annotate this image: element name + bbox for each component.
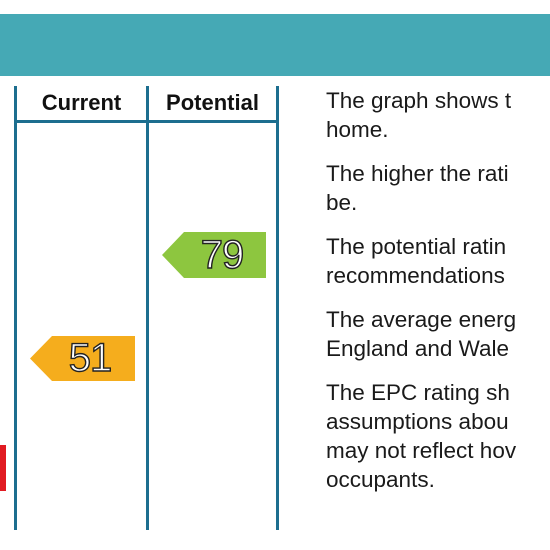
description-paragraph: The potential ratin recommendations: [326, 232, 550, 290]
potential-rating-arrow: 79: [162, 232, 266, 278]
description-line: occupants.: [326, 467, 435, 492]
description-line: may not reflect hov: [326, 438, 517, 463]
description-text: The graph shows t home. The higher the r…: [326, 86, 550, 509]
table-divider-right: [276, 86, 279, 530]
description-line: assumptions abou: [326, 409, 509, 434]
column-header-potential: Potential: [166, 90, 259, 115]
table-divider-middle: [146, 86, 149, 530]
header-bar: [0, 14, 550, 76]
table-divider-left: [14, 86, 17, 530]
description-line: The potential ratin: [326, 234, 507, 259]
description-paragraph: The EPC rating sh assumptions abou may n…: [326, 378, 550, 494]
column-header-current: Current: [41, 90, 122, 115]
description-paragraph: The average energ England and Wale: [326, 305, 550, 363]
table-header-rule: [14, 120, 279, 123]
rating-table: Current Potential: [0, 86, 290, 536]
potential-rating-arrow-shape: [162, 232, 266, 278]
description-line: recommendations: [326, 263, 505, 288]
description-line: The graph shows t: [326, 88, 512, 113]
description-line: home.: [326, 117, 389, 142]
description-paragraph: The graph shows t home.: [326, 86, 550, 144]
description-line: The average energ: [326, 307, 517, 332]
description-line: be.: [326, 190, 358, 215]
description-paragraph: The higher the rati be.: [326, 159, 550, 217]
potential-rating-value: 79: [200, 232, 245, 277]
description-line: England and Wale: [326, 336, 510, 361]
current-rating-value: 51: [68, 335, 113, 380]
description-line: The higher the rati: [326, 161, 509, 186]
description-line: The EPC rating sh: [326, 380, 510, 405]
current-rating-arrow-shape: [30, 336, 135, 381]
rating-band-red-marker: [0, 445, 6, 491]
current-rating-arrow: 51: [30, 335, 135, 381]
